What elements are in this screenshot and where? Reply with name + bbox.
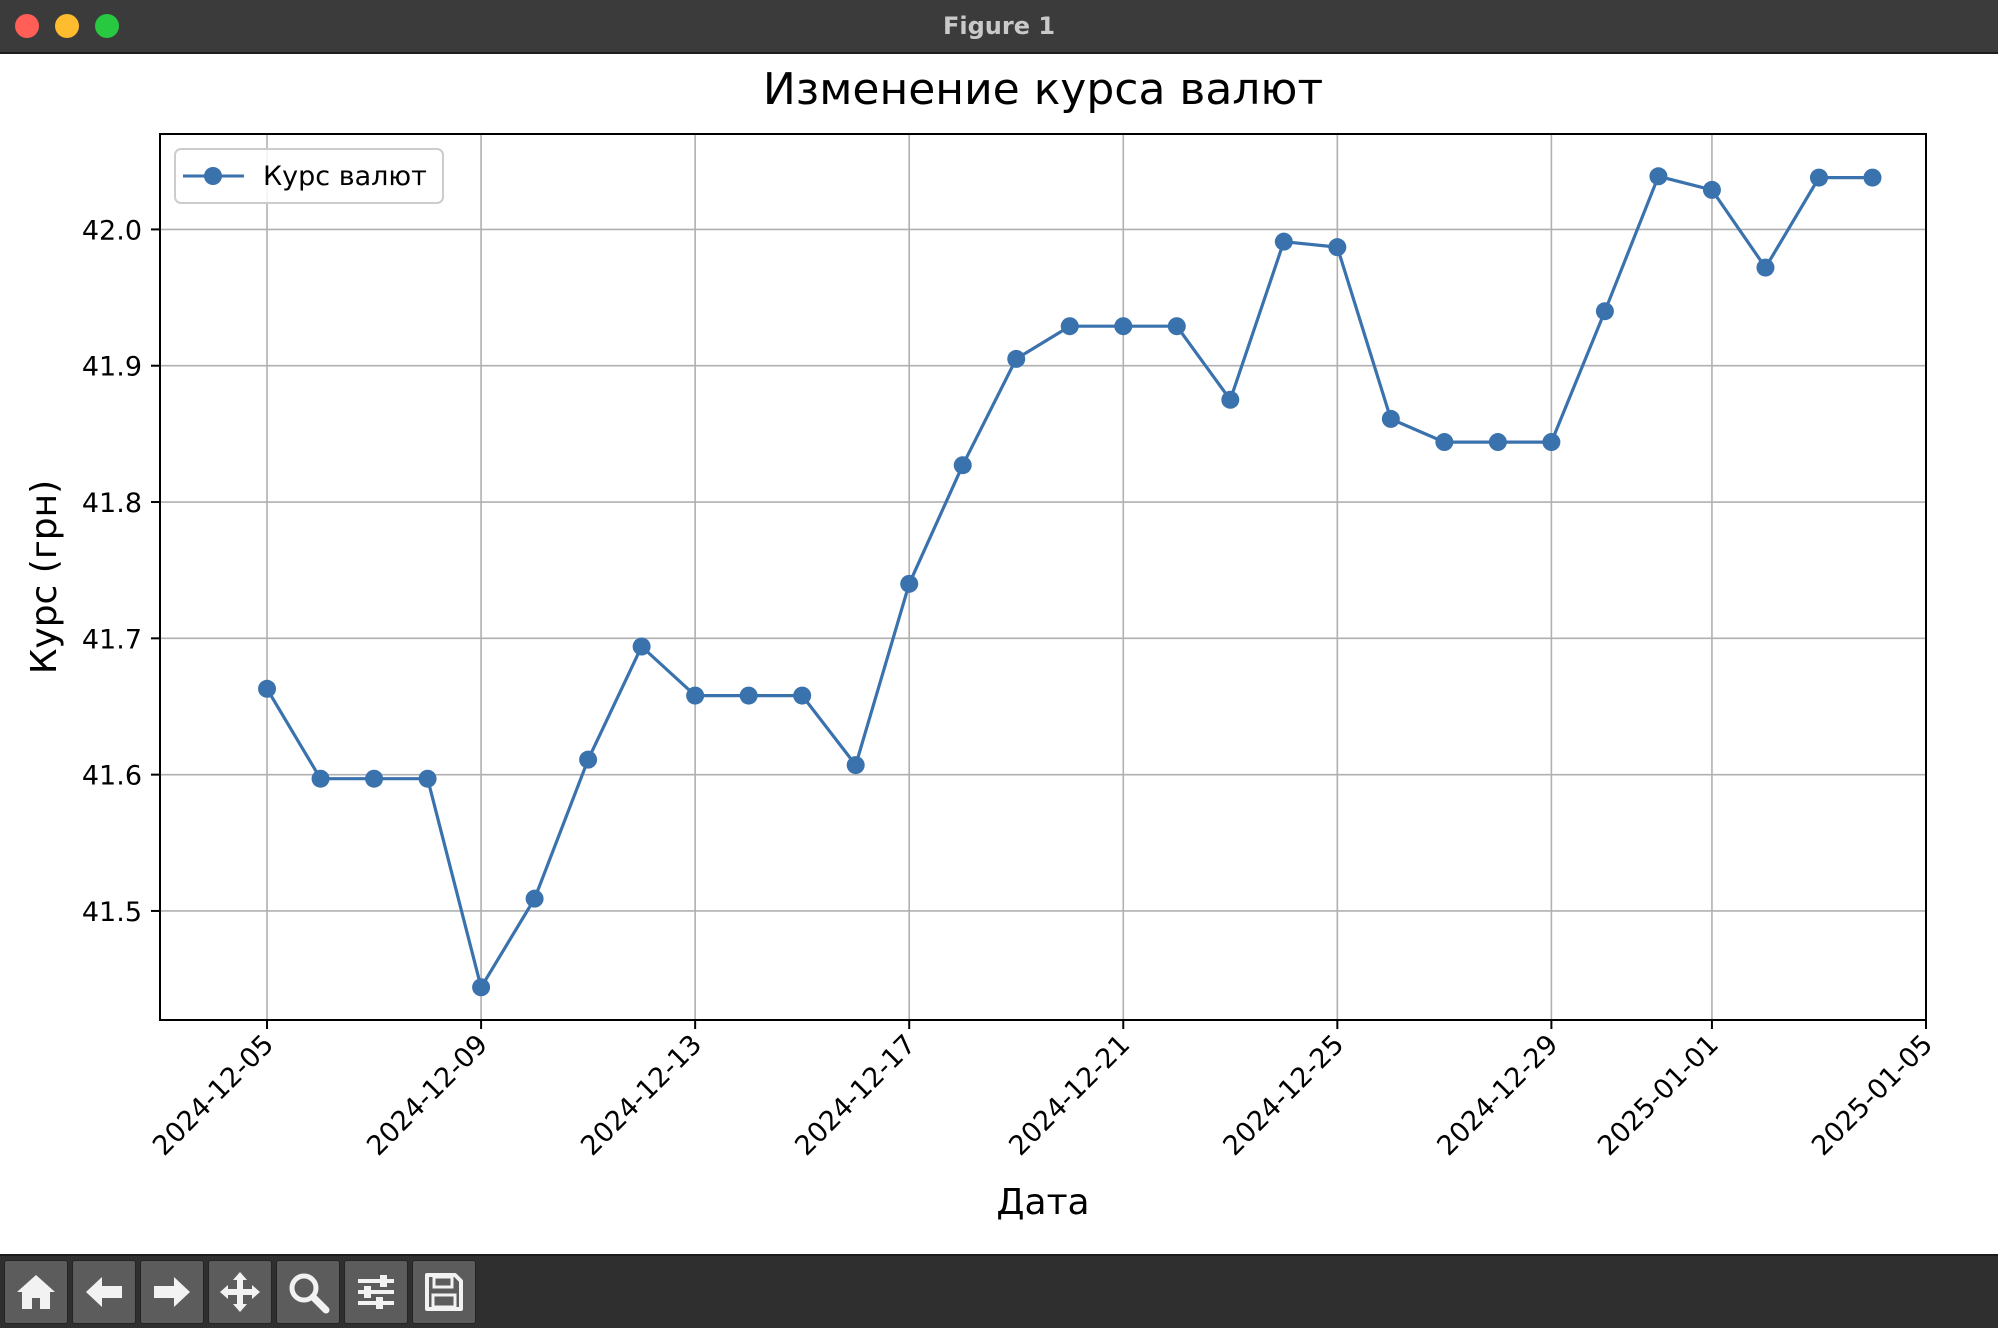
x-tick-label: 2024-12-25 <box>1217 1029 1350 1162</box>
navigation-toolbar <box>0 1254 1998 1328</box>
data-point <box>1167 317 1186 336</box>
data-point <box>1381 409 1400 428</box>
x-tick-label: 2024-12-17 <box>789 1029 922 1162</box>
configure-subplots-icon <box>358 1275 394 1309</box>
x-tick-label: 2024-12-29 <box>1431 1029 1564 1162</box>
pan-move-icon <box>220 1272 260 1312</box>
data-point <box>1702 180 1721 199</box>
legend-marker <box>204 167 222 185</box>
forward-button[interactable] <box>140 1260 204 1324</box>
series-line <box>265 174 1873 989</box>
configure-subplots-button[interactable] <box>344 1260 408 1324</box>
y-tick-label: 42.0 <box>82 215 142 246</box>
data-point <box>686 686 705 705</box>
grid-lines <box>160 134 1927 1020</box>
x-axis-label: Дата <box>996 1182 1089 1223</box>
save-floppy-icon <box>425 1273 463 1311</box>
data-point <box>1649 167 1668 186</box>
data-point <box>900 574 919 593</box>
data-point <box>418 769 437 788</box>
x-tick-label: 2024-12-05 <box>147 1029 280 1162</box>
data-point <box>1756 258 1775 277</box>
back-arrow-icon <box>86 1277 122 1307</box>
close-window-button[interactable] <box>15 14 39 38</box>
line-chart: 41.5 41.6 41.7 41.8 41.9 42.0 2024-12-05 2024-1… <box>24 64 1939 1223</box>
data-point <box>1328 238 1347 257</box>
data-point <box>953 456 972 475</box>
window-titlebar: Figure 1 <box>0 0 1998 54</box>
pan-button[interactable] <box>208 1260 272 1324</box>
y-tick-label: 41.5 <box>82 897 142 928</box>
data-point <box>1221 390 1240 409</box>
zoom-button[interactable] <box>276 1260 340 1324</box>
data-point <box>472 978 491 997</box>
y-tick-label: 41.8 <box>82 488 142 519</box>
data-point <box>258 679 277 698</box>
back-button[interactable] <box>72 1260 136 1324</box>
chart-title: Изменение курса валют <box>763 64 1323 115</box>
window-title: Figure 1 <box>942 12 1056 40</box>
y-tick-label: 41.7 <box>82 624 142 655</box>
data-point <box>579 750 598 769</box>
data-point <box>632 637 651 656</box>
series-layer <box>258 167 1882 997</box>
home-button[interactable] <box>4 1260 68 1324</box>
forward-arrow-icon <box>154 1277 190 1307</box>
figure-canvas: 41.5 41.6 41.7 41.8 41.9 42.0 2024-12-05 2024-1… <box>0 54 1998 1254</box>
data-point <box>1542 433 1561 452</box>
data-point <box>1809 168 1828 187</box>
zoom-magnifier-icon <box>289 1273 330 1314</box>
data-point <box>1595 302 1614 321</box>
data-point <box>739 686 758 705</box>
data-point <box>1435 433 1454 452</box>
data-point <box>793 686 812 705</box>
data-point <box>311 769 330 788</box>
x-tick-label: 2025-01-05 <box>1806 1029 1939 1162</box>
y-tick-label: 41.6 <box>82 761 142 792</box>
x-tick-label: 2024-12-21 <box>1003 1029 1136 1162</box>
data-point <box>1274 232 1293 251</box>
legend-box <box>174 148 444 204</box>
legend: Курс валют <box>174 148 444 204</box>
data-point <box>525 889 544 908</box>
legend-label: Курс валют <box>263 161 427 192</box>
x-tick-label: 2024-12-09 <box>361 1029 494 1162</box>
maximize-window-button[interactable] <box>95 14 119 38</box>
x-tick-label: 2024-12-13 <box>575 1029 708 1162</box>
data-point <box>1007 349 1026 368</box>
home-icon <box>17 1275 55 1309</box>
data-point <box>846 756 865 775</box>
data-point <box>1488 433 1507 452</box>
data-point <box>365 769 384 788</box>
data-point <box>1060 317 1079 336</box>
y-axis-label: Курс (грн) <box>24 480 65 674</box>
axes-frame <box>159 133 1927 1021</box>
minimize-window-button[interactable] <box>55 14 79 38</box>
data-point <box>1863 168 1882 187</box>
save-button[interactable] <box>412 1260 476 1324</box>
y-tick-label: 41.9 <box>82 352 142 383</box>
x-tick-label: 2025-01-01 <box>1592 1029 1725 1162</box>
data-point <box>1114 317 1133 336</box>
